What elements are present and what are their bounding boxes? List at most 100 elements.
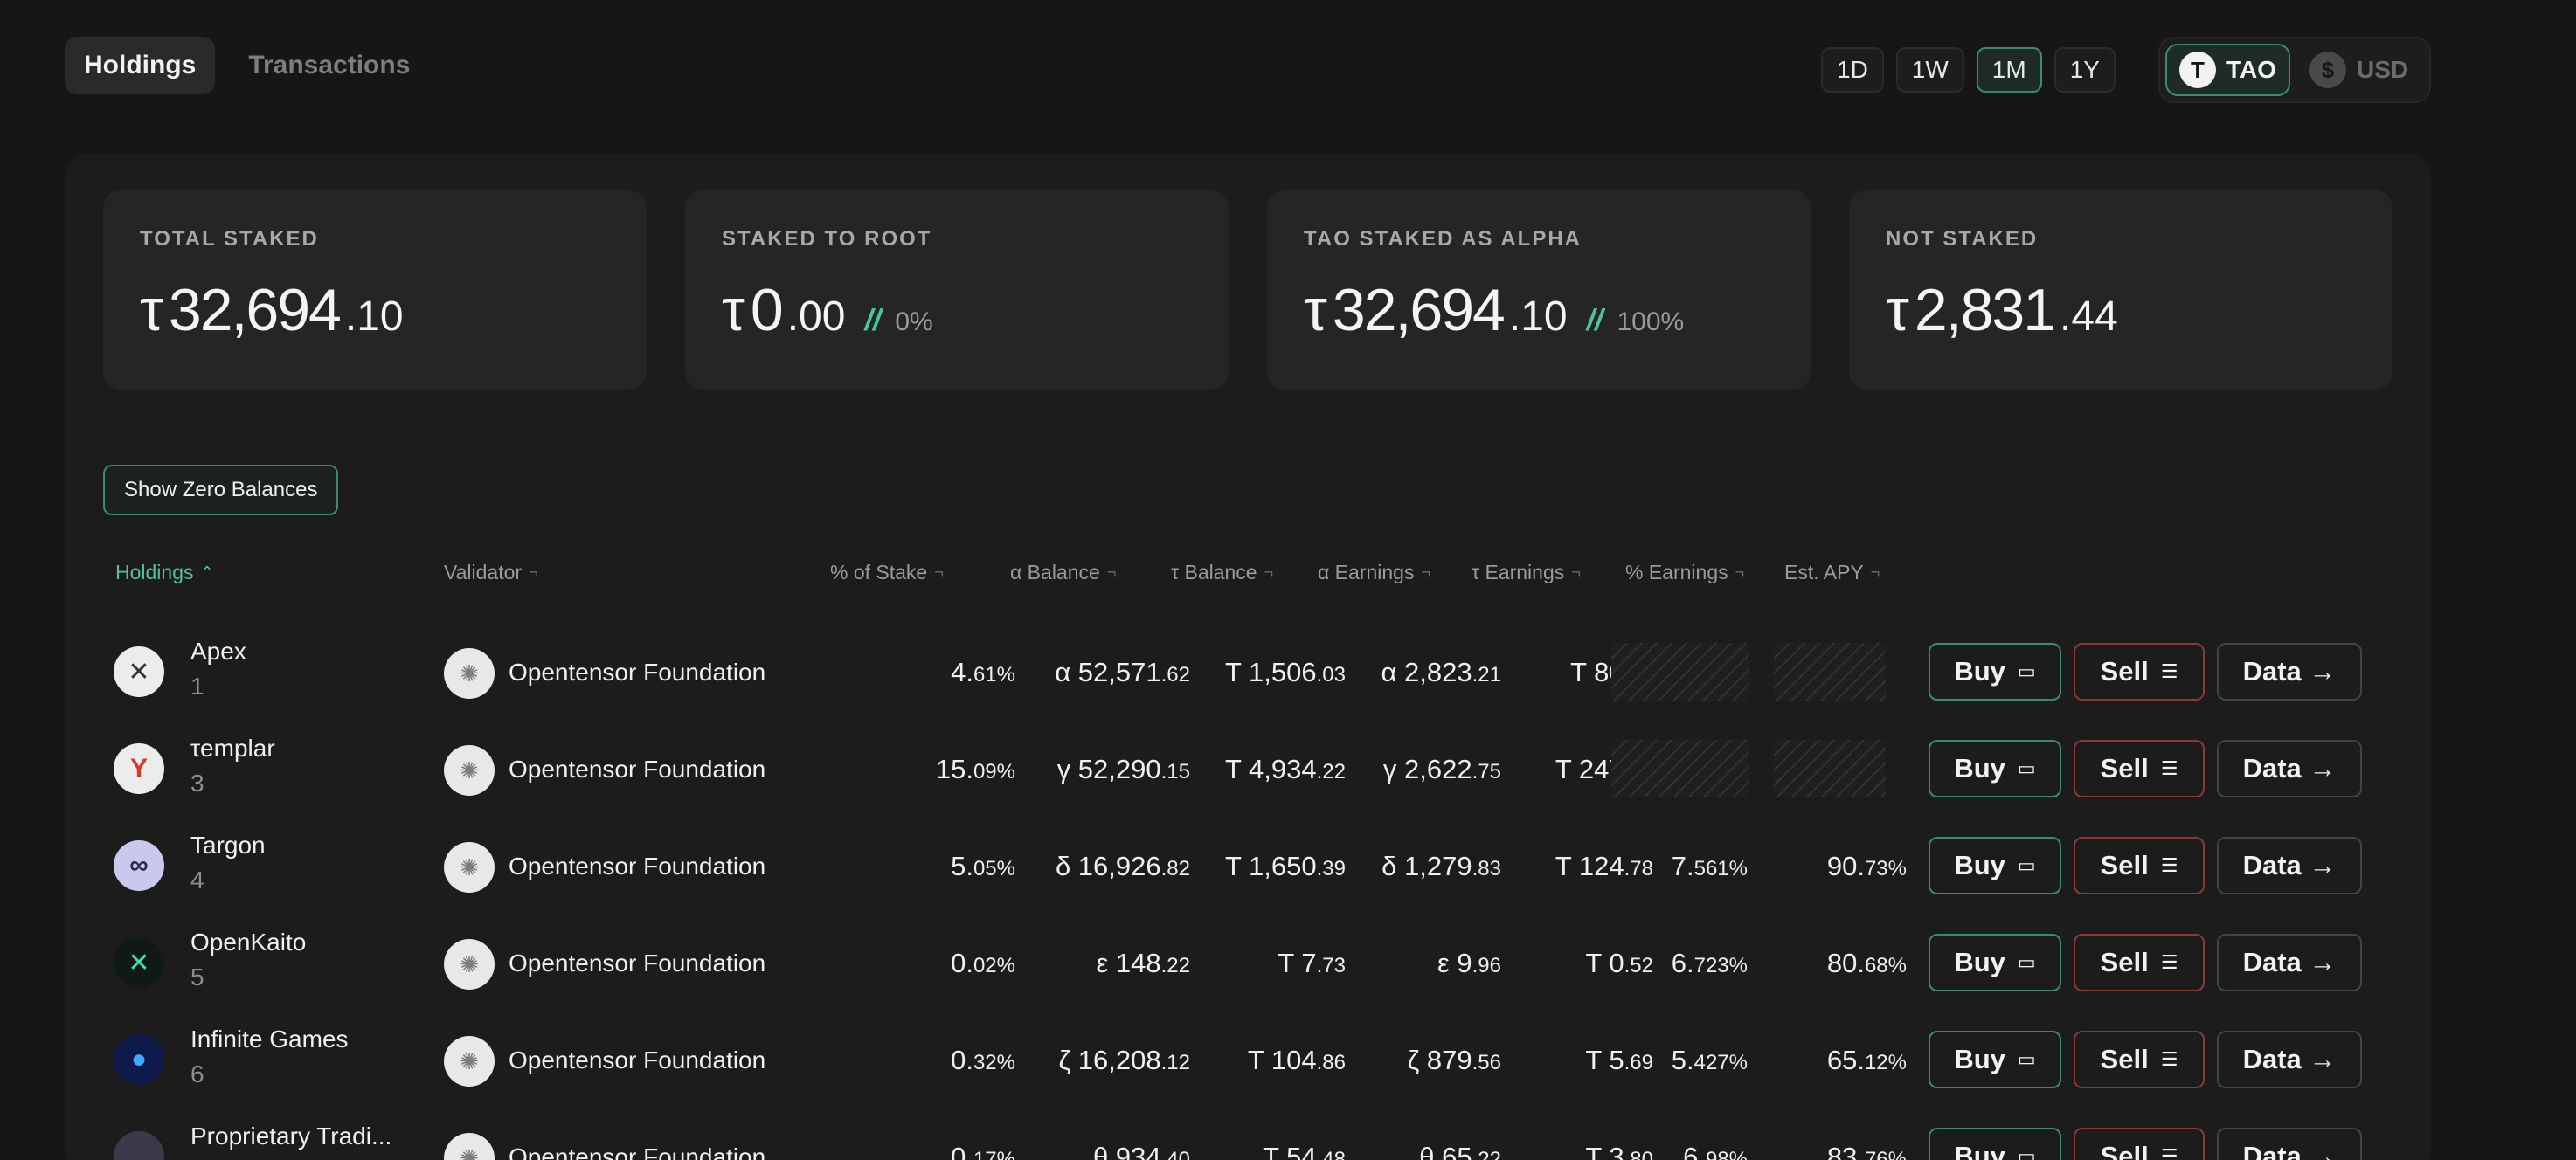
tau-balance-value: Τ 7.73 [1278, 948, 1346, 978]
column-header-pct-stake[interactable]: % of Stake ¬ [830, 561, 944, 584]
column-header-pct-earnings[interactable]: % Earnings ¬ [1625, 561, 1744, 584]
table-row[interactable]: ● Infinite Games 6 ✺ Opentensor Foundation 0.… [65, 1013, 2431, 1110]
buy-button[interactable]: Buy ▭ [1929, 934, 2061, 991]
subnet-name: OpenKaito [190, 929, 307, 956]
tab-holdings[interactable]: Holdings [65, 37, 216, 94]
column-header-label: τ Balance [1171, 561, 1257, 583]
summary-card-tao-staked-as-alpha: TAO STAKED AS ALPHA τ 32,694 .10 // 100% [1267, 190, 1811, 390]
summary-card-not-staked: NOT STAKED τ 2,831 .44 [1849, 190, 2392, 390]
database-icon: ☰ [2160, 1145, 2178, 1160]
buy-button[interactable]: Buy ▭ [1929, 740, 2061, 798]
sell-button[interactable]: Sell ☰ [2074, 934, 2205, 991]
subnet-id: 5 [190, 963, 204, 991]
show-zero-balances-button[interactable]: Show Zero Balances [103, 465, 339, 515]
wallet-icon: ▭ [2017, 757, 2036, 779]
column-header-label: τ Earnings [1472, 561, 1565, 583]
pct-earnings-value: 5.427% [1671, 1045, 1748, 1075]
dollar-icon: $ [2309, 52, 2347, 88]
column-header-label: Validator [444, 561, 523, 583]
tao-symbol: τ [140, 277, 163, 343]
alpha-balance-value: ζ 16,208.12 [1058, 1045, 1190, 1075]
table-row[interactable]: Proprietary Tradi... ✺ Opentensor Foundati… [65, 1110, 2431, 1160]
alpha-earnings-value: α 2,823.21 [1381, 657, 1502, 687]
column-header-validator[interactable]: Validator ¬ [444, 561, 538, 584]
sort-icon: ¬ [1571, 563, 1581, 581]
validator-name: Opentensor Foundation [509, 756, 766, 783]
sort-icon: ¬ [1735, 563, 1745, 581]
table-row[interactable]: ✕ Apex 1 ✺ Opentensor Foundation 4.61% α 52,57… [65, 625, 2431, 722]
column-header-holdings[interactable]: Holdings ⌃ [115, 561, 214, 584]
period-1d-button[interactable]: 1D [1821, 47, 1884, 93]
sort-icon: ¬ [529, 563, 538, 581]
alpha-balance-value: α 52,571.62 [1055, 657, 1190, 687]
subnet-avatar: ✕ [114, 937, 164, 988]
sell-button[interactable]: Sell ☰ [2074, 1128, 2205, 1160]
wallet-icon: ▭ [2017, 854, 2036, 876]
column-header-tau-earnings[interactable]: τ Earnings ¬ [1472, 561, 1581, 584]
buy-button[interactable]: Buy ▭ [1929, 837, 2061, 894]
column-header-label: % of Stake [830, 561, 928, 583]
period-1m-button[interactable]: 1M [1976, 47, 2042, 93]
sell-button[interactable]: Sell ☰ [2074, 740, 2205, 798]
validator-logo: ✺ [444, 1036, 495, 1087]
subnet-avatar: ● [114, 1034, 164, 1085]
subnet-name: Infinite Games [190, 1025, 349, 1053]
buy-button[interactable]: Buy ▭ [1929, 643, 2061, 701]
validator-name: Opentensor Foundation [509, 659, 766, 686]
sort-icon: ¬ [1870, 563, 1880, 581]
subnet-name: Proprietary Tradi... [190, 1122, 392, 1150]
alpha-earnings-value: θ 65.22 [1419, 1142, 1501, 1160]
buy-button[interactable]: Buy ▭ [1929, 1128, 2061, 1160]
subnet-id: 4 [190, 867, 204, 894]
summary-value-dec: .00 [786, 293, 846, 340]
pct-stake-value: 0.32% [951, 1045, 1015, 1075]
period-1w-button[interactable]: 1W [1895, 47, 1964, 93]
pct-stake-value: 15.09% [935, 754, 1015, 784]
data-button[interactable]: Data → [2217, 740, 2362, 798]
data-button[interactable]: Data → [2217, 1031, 2362, 1088]
column-header-est-apy[interactable]: Est. APY ¬ [1784, 561, 1880, 584]
pct-earnings-placeholder [1611, 740, 1749, 798]
period-1y-button[interactable]: 1Y [2053, 47, 2116, 93]
currency-tao-button[interactable]: T TAO [2165, 44, 2291, 96]
data-button[interactable]: Data → [2217, 837, 2362, 894]
sort-icon: ¬ [1264, 563, 1274, 581]
tau-earnings-value: Τ 3.80 [1585, 1142, 1653, 1160]
column-header-alpha-earnings[interactable]: α Earnings ¬ [1318, 561, 1430, 584]
alpha-balance-value: δ 16,926.82 [1055, 851, 1190, 881]
data-button[interactable]: Data → [2217, 1128, 2362, 1160]
pct-stake-value: 4.61% [951, 657, 1015, 687]
column-header-tau-balance[interactable]: τ Balance ¬ [1171, 561, 1273, 584]
buy-button[interactable]: Buy ▭ [1929, 1031, 2061, 1088]
tau-earnings-value: Τ 0.52 [1585, 948, 1653, 978]
summary-value-int: 2,831 [1914, 277, 2056, 343]
column-header-label: α Balance [1010, 561, 1100, 583]
tau-balance-value: Τ 104.86 [1247, 1045, 1346, 1075]
sell-button[interactable]: Sell ☰ [2074, 643, 2205, 701]
currency-usd-label: USD [2357, 56, 2409, 83]
wallet-icon: ▭ [2017, 1048, 2036, 1070]
sell-button[interactable]: Sell ☰ [2074, 837, 2205, 894]
validator-name: Opentensor Foundation [509, 949, 766, 977]
currency-usd-button[interactable]: $ USD [2297, 44, 2420, 96]
tao-symbol: τ [1304, 277, 1327, 343]
tao-icon: T [2179, 52, 2216, 88]
table-row[interactable]: ∞ Targon 4 ✺ Opentensor Foundation 5.05% δ 16,… [65, 819, 2431, 916]
subnet-id: 3 [190, 770, 204, 797]
summary-label: TOTAL STAKED [140, 227, 319, 251]
holdings-panel: TOTAL STAKED τ 32,694 .10 STAKED TO ROOT… [65, 154, 2431, 1160]
data-button[interactable]: Data → [2217, 643, 2362, 701]
validator-name: Opentensor Foundation [509, 1046, 766, 1074]
sort-icon: ¬ [934, 563, 944, 581]
subnet-id: 6 [190, 1060, 204, 1088]
table-row[interactable]: ✕ OpenKaito 5 ✺ Opentensor Foundation 0.02% ε … [65, 916, 2431, 1013]
sell-button[interactable]: Sell ☰ [2074, 1031, 2205, 1088]
summary-label: STAKED TO ROOT [722, 227, 932, 251]
data-button[interactable]: Data → [2217, 934, 2362, 991]
tab-transactions[interactable]: Transactions [248, 51, 411, 79]
column-header-label: Est. APY [1784, 561, 1864, 583]
column-header-alpha-balance[interactable]: α Balance ¬ [1010, 561, 1116, 584]
database-icon: ☰ [2160, 757, 2178, 779]
validator-logo: ✺ [444, 1133, 495, 1160]
